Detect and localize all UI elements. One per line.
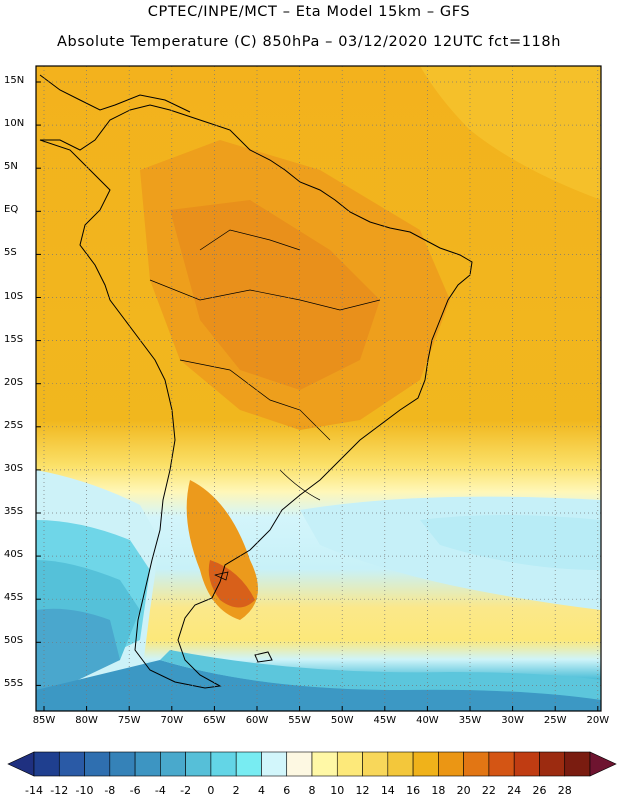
colorbar-swatch — [109, 751, 136, 777]
colorbar-value-label: 24 — [507, 784, 522, 797]
map-frame — [35, 65, 602, 712]
colorbar-swatch — [160, 751, 186, 777]
temperature-map — [35, 65, 602, 712]
lon-label: 40W — [416, 715, 439, 726]
colorbar-swatch — [235, 751, 262, 777]
colorbar-value-label: -2 — [180, 784, 192, 797]
colorbar-value-label: -12 — [50, 784, 69, 797]
lon-label: 55W — [288, 715, 311, 726]
map-title-field: Absolute Temperature (C) 850hPa – 03/12/… — [57, 34, 561, 50]
lat-label: 30S — [4, 462, 24, 474]
colorbar-swatch — [58, 751, 85, 777]
lat-label: 25S — [4, 419, 24, 431]
colorbar-swatch — [336, 751, 363, 777]
colorbar-left-arrow — [7, 751, 35, 777]
lat-label: 5N — [4, 161, 18, 173]
lon-label: 85W — [32, 715, 56, 726]
lat-label: 15N — [4, 75, 25, 86]
colorbar-swatch — [362, 751, 389, 777]
lat-label: 40S — [4, 549, 24, 561]
colorbar-value-label: 28 — [557, 784, 572, 797]
colorbar-swatch — [513, 751, 540, 777]
colorbar-value-label: 14 — [380, 784, 395, 797]
lat-label: 10S — [4, 290, 24, 302]
colorbar-value-label: 22 — [481, 784, 496, 797]
lat-label: 35S — [4, 506, 24, 517]
colorbar-value-label: 20 — [456, 784, 471, 797]
lat-label: 55S — [4, 678, 24, 690]
colorbar-swatch — [387, 751, 414, 777]
axis-ticks — [36, 81, 599, 711]
colorbar-swatch — [311, 751, 338, 777]
lon-label: 75W — [117, 715, 141, 726]
lat-label: 20S — [4, 376, 24, 388]
colorbar-value-label: 26 — [532, 784, 547, 797]
lon-label: 65W — [203, 715, 226, 726]
lat-label: 15S — [4, 333, 24, 345]
coastlines — [39, 74, 473, 689]
lon-label: 35W — [458, 715, 482, 726]
lat-label: EQ — [4, 204, 19, 216]
lon-label: 80W — [75, 715, 98, 726]
colorbar-swatch — [463, 751, 490, 777]
lon-label: 30W — [501, 715, 524, 726]
colorbar-value-label: 6 — [283, 784, 291, 797]
colorbar-value-label: 0 — [207, 784, 215, 797]
lon-label: 45W — [373, 715, 397, 726]
colorbar-swatch — [134, 751, 161, 777]
field-shading — [36, 66, 601, 711]
lon-label: 20W — [586, 715, 610, 726]
colorbar-value-label: 12 — [355, 784, 370, 797]
colorbar-value-label: 2 — [232, 784, 240, 797]
colorbar-swatch — [210, 751, 237, 777]
colorbar-swatch — [84, 751, 111, 777]
colorbar-value-label: -6 — [129, 784, 141, 797]
colorbar-swatch — [438, 751, 464, 777]
colorbar-value-label: 16 — [406, 784, 421, 797]
colorbar-swatch — [261, 751, 288, 777]
colorbar-value-label: 10 — [330, 784, 345, 797]
colorbar-swatch — [488, 751, 515, 777]
colorbar-value-label: 8 — [308, 784, 316, 797]
colorbar-value-label: 4 — [257, 784, 265, 797]
colorbar-value-label: -10 — [75, 784, 94, 797]
colorbar-swatch — [286, 751, 313, 777]
colorbar-value-label: -4 — [154, 784, 166, 797]
lon-label: 60W — [245, 715, 269, 726]
lon-label: 70W — [160, 715, 184, 726]
lon-label: 50W — [330, 715, 354, 726]
colorbar-swatch — [33, 751, 60, 777]
colorbar-swatch — [564, 751, 591, 777]
colorbar-swatch — [185, 751, 212, 777]
colorbar-value-label: -14 — [25, 784, 43, 797]
lon-label: 25W — [543, 715, 567, 726]
colorbar-swatch — [539, 751, 566, 777]
colorbar-swatch — [412, 751, 439, 777]
lat-label: 10N — [4, 118, 25, 130]
lat-label: 50S — [4, 635, 24, 647]
lat-label: 45S — [4, 592, 24, 604]
colorbar-right-arrow — [589, 751, 617, 777]
lat-label: 5S — [4, 247, 17, 259]
colorbar-value-label: -8 — [104, 784, 116, 797]
map-title-source: CPTEC/INPE/MCT – Eta Model 15km – GFS — [147, 4, 471, 20]
colorbar-value-label: 18 — [431, 784, 446, 797]
